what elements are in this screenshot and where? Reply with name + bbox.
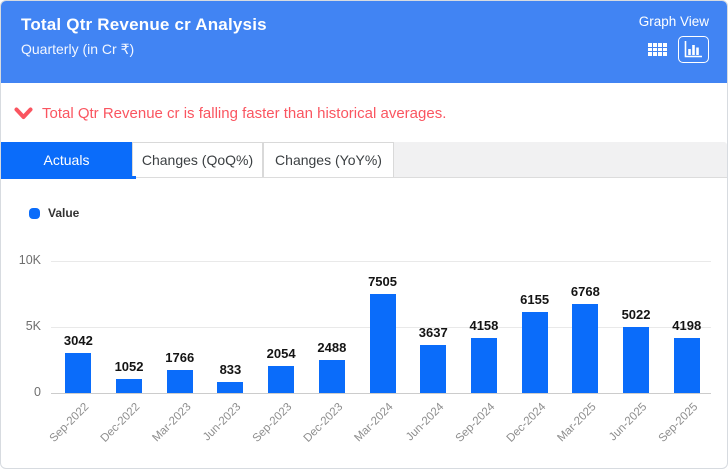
tab-changes-qoq[interactable]: Changes (QoQ%) [132, 142, 263, 177]
tab-bar-filler [394, 142, 727, 177]
bar-value-label: 3637 [418, 324, 448, 340]
x-axis-label: Sep-2023 [250, 401, 295, 445]
bar-value-label: 1052 [114, 359, 144, 375]
bar-value-label: 2054 [266, 345, 296, 361]
legend-label: Value [48, 206, 80, 220]
bar-chart-icon [684, 41, 702, 58]
x-axis-label: Dec-2022 [98, 401, 143, 445]
tab-bar: Actuals Changes (QoQ%) Changes (YoY%) [1, 142, 727, 177]
bar-value-label: 6768 [570, 283, 600, 299]
chart-bar[interactable] [166, 369, 193, 393]
x-axis-label: Mar-2025 [555, 401, 599, 445]
tab-actuals[interactable]: Actuals [1, 142, 132, 177]
active-tab-indicator [1, 176, 136, 179]
bar-value-label: 7505 [368, 273, 397, 289]
x-axis-label: Sep-2025 [656, 401, 701, 445]
widget-title: Total Qtr Revenue cr Analysis [21, 15, 267, 34]
table-icon [648, 43, 667, 56]
bar-chart: 0 5K 10K 3042 Sep-2022 1052 Dec-2022 1766 Mar-20… [1, 229, 727, 468]
y-axis-label: 5K [25, 319, 41, 333]
x-axis-label: Jun-2025 [607, 401, 650, 444]
x-axis-label: Sep-2024 [453, 401, 498, 445]
bar-value-label: 5022 [621, 306, 651, 322]
gridline [51, 261, 711, 262]
legend-marker-icon [29, 207, 40, 219]
chart-bar[interactable] [65, 352, 92, 393]
alert-message: Total Qtr Revenue cr is falling faster t… [42, 104, 447, 122]
chart-legend[interactable]: Value [29, 206, 79, 220]
graph-view-label: Graph View [638, 14, 709, 29]
chart-bar[interactable] [470, 338, 497, 393]
bar-value-label: 4198 [672, 317, 702, 333]
chart-bar[interactable] [268, 365, 295, 393]
chart-bar[interactable] [217, 382, 244, 393]
chevron-down-icon[interactable] [14, 107, 33, 120]
chart-bar[interactable] [623, 326, 650, 393]
widget-subtitle: Quarterly (in Cr ₹) [21, 41, 135, 57]
y-axis-label: 10K [18, 253, 41, 267]
chart-bar[interactable] [521, 311, 548, 393]
table-view-button[interactable] [648, 43, 667, 56]
tab-changes-yoy[interactable]: Changes (YoY%) [263, 142, 394, 177]
x-axis-label: Jun-2024 [404, 401, 447, 444]
x-axis-label: Dec-2024 [504, 401, 549, 445]
x-axis-label: Mar-2024 [352, 401, 397, 445]
insight-alert: Total Qtr Revenue cr is falling faster t… [1, 83, 727, 143]
x-axis-label: Sep-2022 [48, 401, 92, 445]
chart-bar[interactable] [318, 360, 345, 393]
bar-value-label: 4158 [469, 318, 499, 334]
x-axis-label: Dec-2023 [301, 401, 346, 445]
x-axis-label: Mar-2023 [149, 401, 194, 445]
panel-divider [1, 177, 727, 178]
widget-header: Total Qtr Revenue cr Analysis Quarterly … [1, 1, 727, 83]
chart-bar[interactable] [673, 337, 700, 393]
x-axis-line [51, 393, 711, 394]
bar-value-label: 6155 [520, 291, 550, 307]
chart-bar[interactable] [420, 344, 447, 393]
bar-value-label: 2488 [317, 340, 347, 356]
bar-value-label: 3042 [63, 332, 93, 348]
x-axis-label: Jun-2023 [201, 401, 244, 444]
graph-view-button[interactable] [678, 36, 709, 63]
chart-bar[interactable] [369, 293, 396, 393]
view-controls: Graph View [639, 14, 709, 63]
chart-bar[interactable] [572, 303, 599, 393]
chart-bar[interactable] [116, 379, 143, 393]
bar-value-label: 833 [219, 362, 242, 377]
bar-value-label: 1766 [165, 349, 195, 365]
y-axis-label: 0 [34, 385, 41, 399]
